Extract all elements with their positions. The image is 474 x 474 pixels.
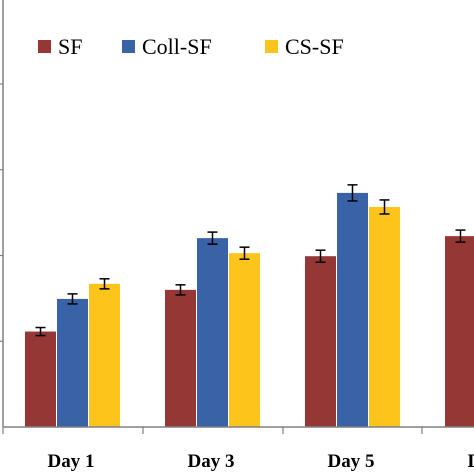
bar-sf-day-5 xyxy=(305,256,336,427)
legend-swatch-coll-sf xyxy=(122,40,135,53)
bar-cs-sf-day-1 xyxy=(89,283,120,427)
bar-sf-day-1 xyxy=(25,331,56,427)
bar-cs-sf-day-5 xyxy=(369,206,400,427)
bar-cs-sf-day-3 xyxy=(229,253,260,427)
bar-coll-sf-day-3 xyxy=(197,238,228,427)
x-tick-label: Day 7 xyxy=(468,451,474,472)
bar-coll-sf-day-1 xyxy=(57,298,88,427)
bar-coll-sf-day-5 xyxy=(337,192,368,427)
x-tick-label: Day 5 xyxy=(328,451,375,472)
legend-label-cs-sf: CS-SF xyxy=(285,34,344,59)
x-tick-label: Day 3 xyxy=(188,451,235,472)
bar-sf-day-3 xyxy=(165,289,196,427)
legend-swatch-sf xyxy=(38,40,51,53)
bar-sf-day-7 xyxy=(445,236,474,427)
legend-label-coll-sf: Coll-SF xyxy=(142,34,212,59)
bars-group xyxy=(25,184,474,427)
legend-label-sf: SF xyxy=(58,34,82,59)
x-tick-label: Day 1 xyxy=(48,451,95,472)
legend: SF Coll-SF CS-SF xyxy=(38,34,344,59)
legend-swatch-cs-sf xyxy=(265,40,278,53)
